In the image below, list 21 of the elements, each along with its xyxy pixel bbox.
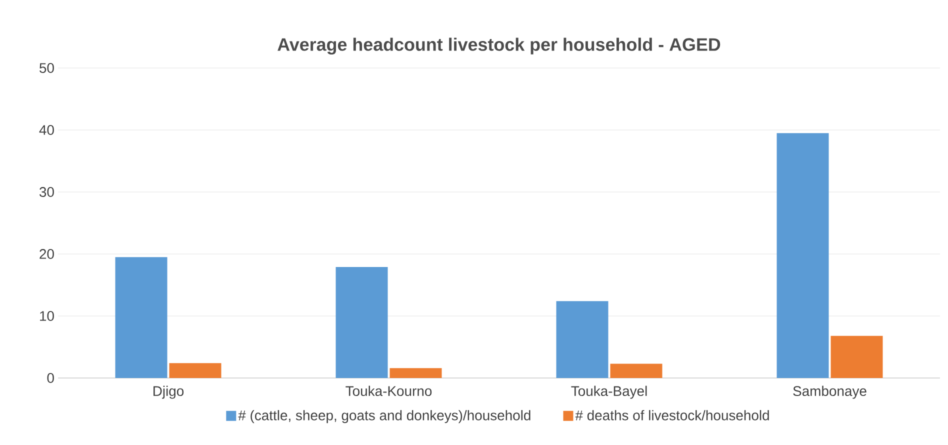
- y-tick-label: 0: [47, 373, 54, 383]
- y-tick-label: 40: [39, 125, 54, 135]
- bar: [830, 336, 883, 378]
- bar: [115, 257, 168, 378]
- bar: [169, 363, 222, 378]
- y-tick-label: 20: [40, 249, 54, 259]
- legend-label: # (cattle, sheep, goats and donkeys)/household: [238, 410, 530, 424]
- x-tick-label: Touka-Bayel: [571, 386, 647, 399]
- x-tick-label: Touka-Kourno: [346, 386, 432, 396]
- legend-label: # deaths of livestock/household: [575, 410, 769, 420]
- bar: [610, 364, 662, 378]
- bar: [390, 368, 442, 378]
- bar: [336, 267, 388, 378]
- x-tick-label: Sambonaye: [793, 386, 866, 399]
- chart-title: Average headcount livestock per household - AGED: [278, 38, 720, 54]
- y-tick-label: 10: [40, 311, 54, 321]
- bar: [776, 133, 829, 378]
- y-tick-label: 50: [40, 63, 54, 73]
- bar: [556, 301, 608, 378]
- y-tick-label: 30: [39, 187, 54, 197]
- x-tick-label: Djigo: [154, 386, 184, 399]
